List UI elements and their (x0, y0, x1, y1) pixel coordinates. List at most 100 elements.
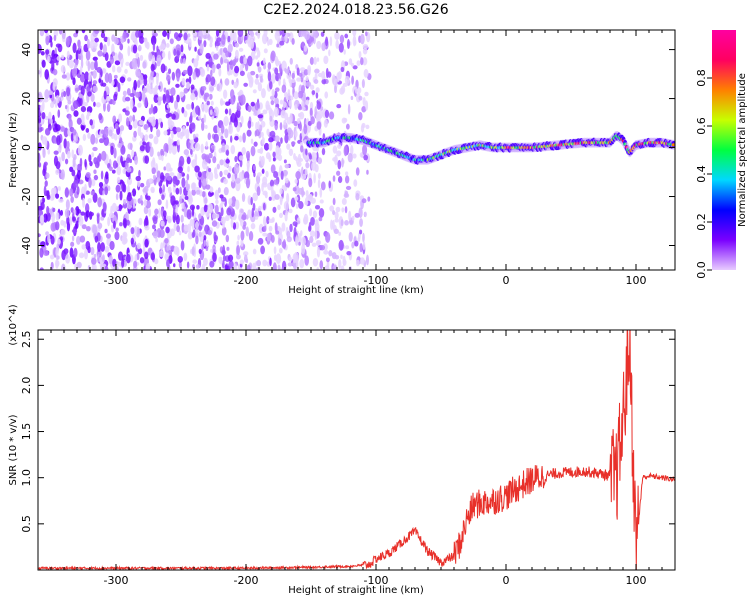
colorbar-tick-label: 0.2 (695, 213, 708, 231)
heatmap-cell (301, 85, 305, 94)
heatmap-cell (93, 30, 100, 34)
heatmap-cell (121, 258, 125, 268)
heatmap-cell (332, 157, 338, 162)
heatmap-cell (209, 260, 215, 268)
heatmap-cell (88, 154, 92, 163)
heatmap-cell (43, 249, 49, 257)
heatmap-cell (103, 36, 109, 43)
heatmap-cell (367, 196, 371, 202)
heatmap-cell (247, 209, 252, 218)
heatmap-cell (269, 179, 274, 187)
heatmap-cell (43, 185, 47, 197)
heatmap-cell (100, 170, 104, 180)
heatmap-cell (291, 38, 295, 45)
heatmap-cell (346, 251, 352, 256)
heatmap-cell (160, 242, 164, 253)
heatmap-cell (92, 70, 97, 79)
heatmap-cell (281, 84, 287, 93)
colorbar-ticks: 0.0 0.2 0.4 0.6 0.8 (695, 69, 712, 279)
heatmap-cell (316, 57, 320, 62)
heatmap-cell (150, 252, 155, 261)
heatmap-cell (335, 39, 339, 50)
heatmap-cell (73, 179, 79, 188)
heatmap-cell (268, 142, 273, 151)
heatmap-cell (51, 212, 55, 224)
heatmap-cell (168, 138, 174, 144)
heatmap-cell (69, 216, 73, 226)
heatmap-cell (90, 93, 95, 102)
heatmap-cell (358, 112, 363, 121)
heatmap-cell (242, 220, 247, 227)
heatmap-cell (292, 221, 298, 227)
heatmap-cell (321, 78, 327, 85)
heatmap-cell (341, 117, 347, 124)
heatmap-cell (354, 86, 358, 94)
heatmap-cell (362, 43, 369, 50)
heatmap-cell (92, 119, 95, 126)
heatmap-cell (80, 211, 86, 216)
heatmap-cell (119, 43, 124, 51)
heatmap-cell (181, 177, 186, 188)
heatmap-cell (55, 193, 60, 199)
heatmap-cell (93, 253, 97, 259)
heatmap-cell (78, 93, 84, 99)
heatmap-cell (231, 196, 237, 207)
heatmap-cell (271, 73, 276, 84)
heatmap-cell (90, 133, 96, 145)
heatmap-cell (290, 197, 296, 208)
heatmap-cell (293, 153, 296, 161)
heatmap-cell (138, 120, 144, 126)
heatmap-cell (127, 142, 133, 150)
heatmap-cell (210, 76, 216, 86)
heatmap-cell (111, 51, 116, 57)
heatmap-cell (206, 100, 210, 106)
heatmap-cell (134, 155, 138, 165)
x-tick-label: 100 (626, 574, 647, 587)
heatmap-cell (150, 159, 156, 169)
heatmap-cell (364, 91, 369, 97)
heatmap-cell (346, 38, 350, 50)
heatmap-cell (87, 90, 92, 97)
heatmap-cell (241, 147, 246, 155)
heatmap-cell (86, 38, 90, 49)
heatmap-cell (298, 157, 304, 163)
heatmap-cell (65, 36, 70, 48)
heatmap-cell (298, 187, 304, 195)
heatmap-cell (204, 92, 210, 98)
heatmap-cell (74, 87, 80, 92)
heatmap-cell (315, 240, 322, 245)
heatmap-cell (200, 103, 204, 109)
heatmap-cell (273, 170, 279, 179)
heatmap-cell (261, 137, 265, 145)
heatmap-cell (145, 263, 151, 270)
heatmap-cell (175, 187, 180, 195)
heatmap-cell (185, 81, 191, 89)
heatmap-cell (365, 254, 369, 266)
heatmap-cell (124, 96, 131, 102)
heatmap-cell (231, 173, 235, 183)
heatmap-cell (222, 245, 226, 256)
heatmap-cell (183, 252, 188, 262)
heatmap-cell (331, 252, 337, 260)
heatmap-cell (246, 160, 250, 169)
snr-y-scale-label: (x10^4) (8, 304, 19, 345)
heatmap-cell (340, 254, 343, 260)
heatmap-cell (362, 96, 366, 107)
heatmap-cell (279, 99, 284, 105)
heatmap-cell (286, 116, 292, 125)
heatmap-cell (171, 113, 176, 120)
heatmap-cell (336, 170, 341, 176)
heatmap-cell (234, 135, 239, 141)
heatmap-cell (170, 95, 174, 104)
heatmap-cell (102, 201, 107, 212)
heatmap-cell (246, 129, 252, 137)
heatmap-cell (58, 198, 64, 203)
heatmap-cell (246, 264, 251, 270)
heatmap-cell (176, 72, 180, 82)
heatmap-cell (296, 77, 302, 82)
heatmap-cell (83, 248, 88, 260)
heatmap-cell (93, 169, 97, 174)
heatmap-cell (360, 33, 365, 45)
heatmap-cell (104, 186, 109, 196)
